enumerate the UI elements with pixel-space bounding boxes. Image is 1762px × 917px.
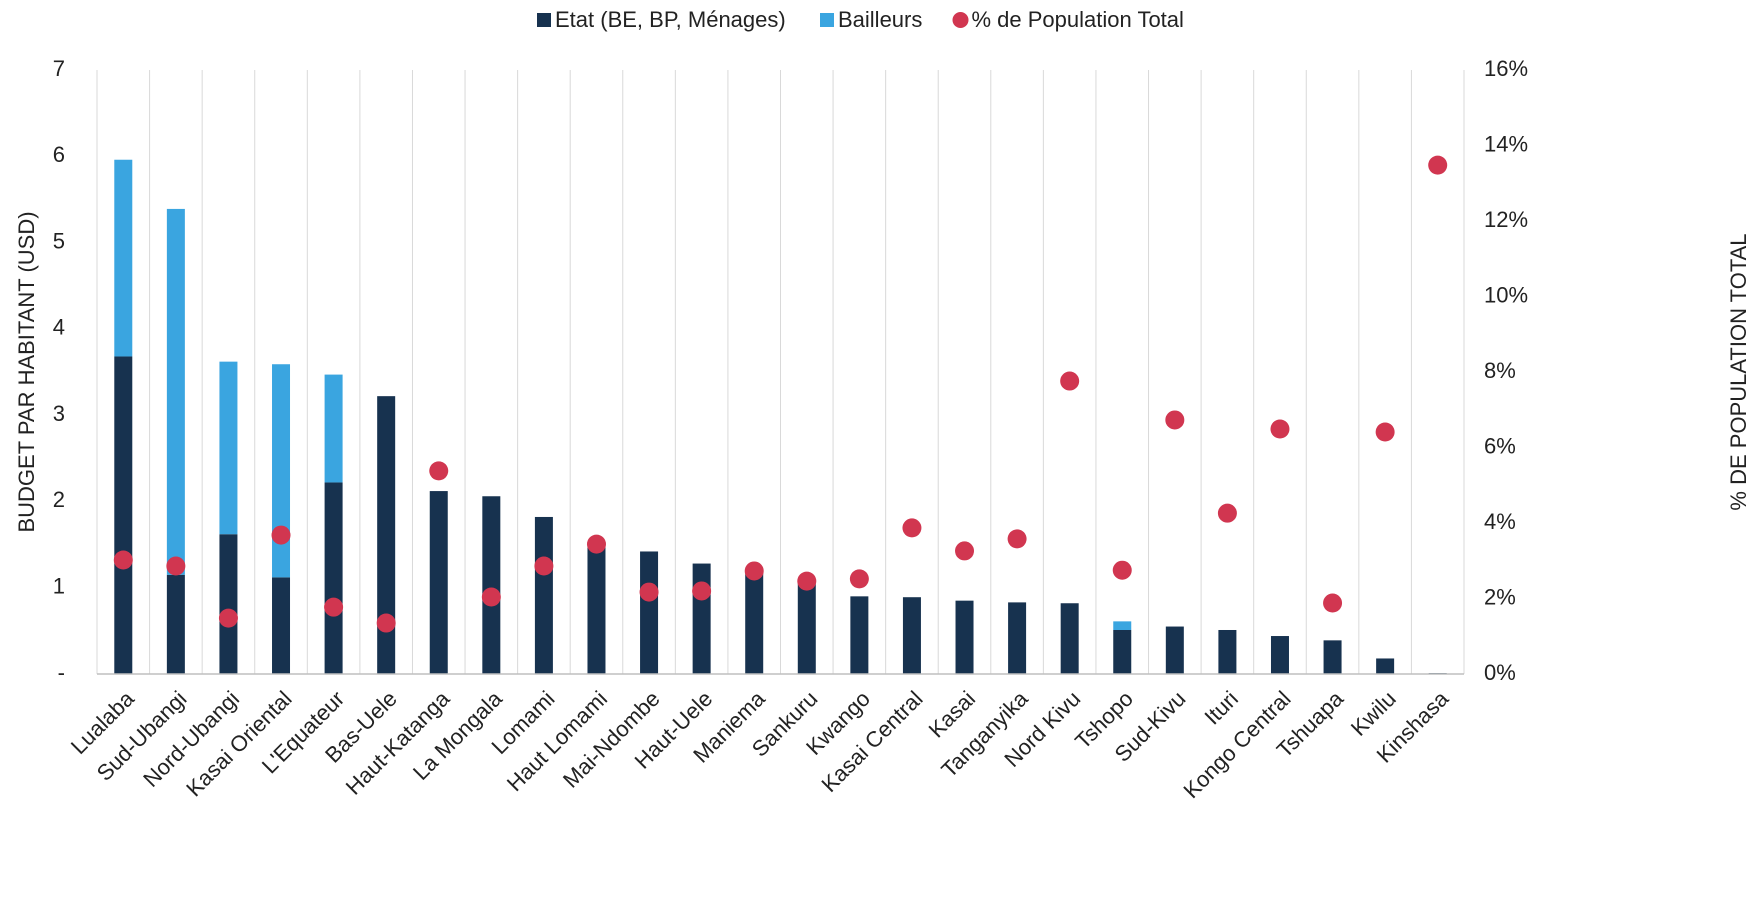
y-tick-label: 5 [53, 228, 65, 253]
y2-tick-label: 2% [1484, 584, 1516, 609]
dot [1323, 593, 1343, 613]
bar [272, 577, 291, 674]
dot [429, 461, 449, 481]
bar [1218, 629, 1237, 674]
legend-marker [820, 13, 834, 27]
y2-axis-title: % DE POPULATION TOTAL [1726, 233, 1751, 510]
dot [586, 534, 606, 554]
dot [166, 556, 186, 576]
y2-tick-label: 10% [1484, 282, 1528, 307]
y-tick-label: 2 [53, 487, 65, 512]
y2-tick-label: 4% [1484, 509, 1516, 534]
bar [745, 572, 764, 674]
y2-tick-label: 8% [1484, 358, 1516, 383]
bar [272, 364, 291, 578]
y-tick-label: 6 [53, 142, 65, 167]
legend-marker [537, 13, 551, 27]
dot [955, 541, 975, 561]
bar [219, 361, 238, 535]
dot [324, 597, 344, 617]
bar [482, 496, 501, 674]
bar [797, 583, 816, 674]
legend-label: % de Population Total [972, 7, 1184, 32]
dot [1375, 422, 1395, 442]
dot [1217, 503, 1237, 523]
dot [692, 581, 712, 601]
x-tick-label: Ituri [1199, 686, 1243, 730]
dot [481, 587, 501, 607]
y2-tick-label: 16% [1484, 56, 1528, 81]
y-tick-label: - [58, 660, 65, 685]
dot [639, 582, 659, 602]
dot [1060, 371, 1080, 391]
bar [114, 356, 133, 674]
dot [271, 525, 291, 545]
bar [1323, 640, 1342, 674]
bar [1113, 629, 1132, 674]
dot [376, 613, 396, 633]
y2-tick-label: 6% [1484, 433, 1516, 458]
dot [113, 550, 133, 570]
y-axis-title: BUDGET PAR HABITANT (USD) [14, 211, 39, 532]
bar [850, 596, 869, 674]
bar [219, 534, 238, 674]
bar [534, 516, 553, 674]
bar [955, 600, 974, 674]
dot [744, 561, 764, 581]
dot [849, 569, 869, 589]
dot [1270, 419, 1290, 439]
dot [534, 556, 554, 576]
y2-tick-label: 14% [1484, 131, 1528, 156]
legend-label: Bailleurs [838, 7, 922, 32]
bar [640, 551, 659, 674]
bar [1165, 626, 1184, 674]
legend-marker [952, 12, 969, 28]
bar [1376, 658, 1395, 674]
dot [797, 571, 817, 591]
dot [1007, 529, 1027, 549]
bar [377, 396, 396, 674]
bar [324, 482, 343, 674]
bar [692, 563, 711, 674]
y2-tick-label: 0% [1484, 660, 1516, 685]
y2-tick-label: 12% [1484, 207, 1528, 232]
bar [1270, 636, 1289, 674]
y-tick-label: 4 [53, 315, 65, 340]
bar [587, 546, 606, 674]
dot [1165, 410, 1185, 430]
bar [166, 208, 185, 575]
y-tick-label: 3 [53, 401, 65, 426]
bar [114, 159, 133, 357]
bar [1113, 621, 1132, 630]
bar [902, 597, 921, 674]
y-tick-label: 1 [53, 574, 65, 599]
dot [218, 608, 238, 628]
bar [1060, 603, 1079, 674]
bar [1008, 602, 1027, 674]
dot [1428, 155, 1448, 175]
dot [902, 518, 922, 538]
bar [166, 574, 185, 674]
dot [1112, 560, 1132, 580]
legend-label: Etat (BE, BP, Ménages) [555, 7, 786, 32]
bar [429, 491, 448, 674]
bar [324, 374, 343, 483]
y-tick-label: 7 [53, 56, 65, 81]
